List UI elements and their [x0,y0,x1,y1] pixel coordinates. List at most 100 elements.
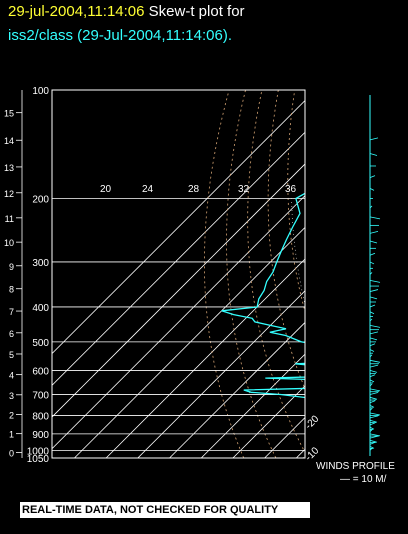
pressure-tick-label: 700 [32,391,49,402]
mixing-ratio-label: 24 [142,184,154,195]
wind-barb [369,439,378,443]
wind-barb [369,422,376,426]
wind-barb [369,408,373,411]
moist-adiabat-line [369,199,397,451]
moist-adiabat-line [398,199,408,451]
wind-barb [369,354,373,358]
dry-adiabat-line [267,90,305,390]
dry-adiabat-line [343,90,408,458]
frame-layer [51,89,306,459]
mixing-ratio-line [398,370,408,458]
wind-barb [369,188,375,191]
wind-barb [369,175,376,178]
dry-adiabat-line [287,90,305,313]
pressure-tick-label: 800 [32,411,49,422]
height-tick-label: 2 [9,410,14,420]
height-tick-label: 4 [9,371,14,381]
dry-adiabat-line [360,90,408,458]
moist-adiabat-line [291,198,305,306]
isotherm-line [200,353,305,458]
wind-barb [369,435,379,439]
pressure-tick-label: 1050 [27,454,50,465]
wind-barb [369,296,378,300]
wind-barb [369,415,379,419]
height-tick-label: 14 [4,136,14,146]
wind-barb [369,359,381,363]
wind-barb [369,318,373,322]
grid-layer [52,90,408,458]
wind-barb [369,240,378,244]
dry-adiabat-line [393,90,408,458]
isotherm-line [52,195,305,450]
wind-barb [369,325,381,328]
pressure-tick-label: 1000 [27,446,50,457]
pressure-tick-label: 100 [32,86,49,97]
isotherm-line [391,90,408,458]
wind-barb [369,311,375,315]
wind-barb [369,446,375,449]
dewpoint-line [221,192,305,399]
height-tick-label: 11 [5,214,14,224]
moist-adiabat-line [307,199,349,451]
height-tick-label: 10 [4,238,14,248]
temperature-tick-label: -20 [303,413,321,431]
wind-barb [369,433,381,437]
height-tick-label: 3 [9,391,14,401]
plot-frame [51,89,306,459]
isotherm-line [74,226,305,458]
dry-adiabat-line [307,90,405,458]
isotherm-line [328,90,408,458]
winds-profile [369,95,381,456]
wind-barb [369,419,378,423]
mixing-ratio-label: 20 [100,184,112,195]
wind-barb [369,364,379,368]
wind-barb [369,337,378,341]
wind-barb [369,289,379,292]
wind-barb [369,412,381,416]
mixing-ratio-label: 28 [188,184,200,195]
isotherm-line [169,321,305,458]
wind-barb [369,137,379,141]
isotherm-line [360,90,408,458]
mixing-ratio-line [332,370,396,458]
height-tick-label: 0 [9,448,14,458]
isotherm-line [52,131,305,386]
wind-barb [369,205,373,209]
moist-adiabat-line [345,199,379,451]
wind-barb [369,231,379,234]
height-tick-label: 5 [9,350,14,360]
dry-adiabat-line [325,90,408,458]
label-layer: 1002003004005006007008009001000105001234… [4,86,322,465]
mixing-ratio-line [383,370,408,458]
quality-disclaimer: REAL-TIME DATA, NOT CHECKED FOR QUALITY [20,502,310,518]
height-tick-label: 9 [9,262,14,272]
pressure-tick-label: 400 [32,303,49,314]
chart-title-line-2: iss2/class (29-Jul-2004,11:14:06). [8,27,233,44]
wind-barb [369,216,381,220]
dry-adiabat-line [377,90,408,458]
wind-barb [369,370,378,373]
height-tick-label: 6 [9,329,14,339]
wind-barb [369,392,379,395]
wind-barb [369,153,378,156]
height-tick-label: 8 [9,285,14,295]
pressure-tick-label: 300 [32,258,49,269]
height-tick-label: 7 [9,307,14,317]
height-tick-label: 15 [4,109,14,119]
wind-barb [369,343,376,347]
wind-barb [369,261,375,265]
mixing-ratio-label: 32 [238,184,250,195]
wind-barb [369,383,373,387]
wind-barb [369,400,376,404]
winds-scale-label: — = 10 M/ [340,474,387,485]
wind-barb [369,429,373,432]
pressure-tick-label: 200 [32,194,49,205]
wind-barb [369,304,376,308]
height-tick-label: 12 [4,189,14,199]
dry-adiabat-line [203,90,245,458]
wind-barb [369,252,376,256]
wind-barb [369,396,378,400]
isotherm-line [52,100,305,355]
dry-adiabat-line [226,90,277,458]
